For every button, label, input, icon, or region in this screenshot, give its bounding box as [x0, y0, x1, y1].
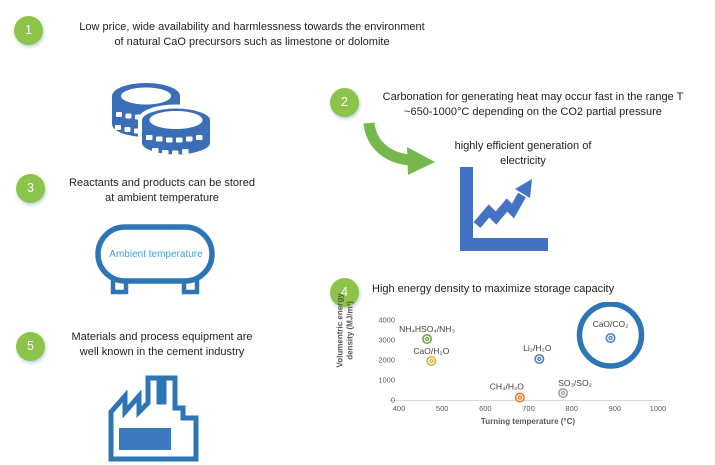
x-tick-label: 800 [565, 404, 578, 413]
step-4-badge: 4 [330, 278, 359, 307]
data-point-outer [514, 392, 525, 403]
step-5-text: Materials and process equipment are well… [50, 330, 274, 360]
step-3-number: 3 [27, 181, 34, 195]
data-point-inner [608, 335, 613, 341]
data-point-label: Li₂/H₂O [523, 343, 552, 353]
step-2-result-line-1: highly efficient generation of [454, 140, 592, 152]
coins-icon [112, 83, 214, 159]
x-tick-label: 400 [393, 404, 406, 413]
data-point-inner [424, 336, 430, 342]
tank-label: Ambient temperature [109, 249, 203, 260]
data-point-inner [560, 390, 566, 396]
storage-tank-icon: Ambient temperature [95, 224, 217, 298]
y-tick-label: 1000 [378, 376, 395, 385]
curved-arrow-icon [363, 122, 435, 175]
step-1-badge: 1 [14, 16, 43, 45]
step-3-badge: 3 [16, 174, 45, 203]
y-tick-label: 4000 [378, 316, 395, 325]
step-1-line-1: Low price, wide availability and harmles… [79, 21, 425, 33]
x-tick-label: 900 [609, 404, 622, 413]
data-point-outer [426, 355, 437, 367]
factory-icon [108, 375, 199, 462]
step-2-badge: 2 [330, 88, 359, 117]
step-2-line-2: ~650-1000°C depending on the CO2 partial… [404, 106, 662, 118]
step-1-text: Low price, wide availability and harmles… [57, 20, 447, 50]
step-5-badge: 5 [16, 332, 45, 361]
x-tick-label: 1000 [650, 404, 667, 413]
data-point-inner [429, 358, 434, 364]
highlight-ring [576, 302, 645, 369]
energy-density-scatter-chart: 400 500 600 700 800 900 1000 0 1000 2000 3000 4000 N… [330, 293, 715, 447]
data-point-label: NH₄HSO₄/NH₃ [399, 324, 455, 334]
step-2-result-text: highly efficient generation of electrici… [443, 139, 603, 169]
y-tick-label: 2000 [378, 356, 395, 365]
step-5-line-1: Materials and process equipment are [71, 331, 253, 343]
step-2-number: 2 [341, 95, 348, 109]
data-point-outer [605, 332, 616, 344]
chart-y-axis-title-line-2: density (MJ/m³) [346, 301, 355, 360]
step-2-text: Carbonation for generating heat may occu… [368, 90, 698, 120]
step-5-number: 5 [27, 339, 34, 353]
step-4-number: 4 [341, 285, 348, 299]
step-1-line-2: of natural CaO precursors such as limest… [114, 36, 390, 48]
step-3-text: Reactants and products can be stored at … [50, 176, 274, 206]
data-point-label: CaO/H₂O [413, 346, 449, 356]
step-1-number: 1 [25, 23, 32, 37]
scatter-plot-area: 400 500 600 700 800 900 1000 0 1000 2000 3000 4000 N… [378, 302, 667, 413]
step-2-result-line-2: electricity [500, 155, 546, 167]
x-tick-label: 500 [436, 404, 449, 413]
data-point-inner [537, 356, 542, 362]
y-tick-label: 3000 [378, 336, 395, 345]
x-tick-label: 600 [479, 404, 492, 413]
step-3-line-1: Reactants and products can be stored [69, 177, 255, 189]
storage-tank-shape [95, 224, 215, 295]
step-2-line-1: Carbonation for generating heat may occu… [382, 91, 684, 103]
y-tick-label: 0 [391, 396, 395, 405]
coin-stack-front [138, 104, 214, 159]
step-4-text: High energy density to maximize storage … [372, 283, 615, 295]
data-point-inner [517, 395, 523, 400]
step-3-line-2: at ambient temperature [105, 192, 219, 204]
chart-x-axis-title: Turning temperature (°C) [480, 417, 576, 426]
x-tick-label: 700 [522, 404, 535, 413]
chart-y-axis-title: Volumentric energy density (MJ/m³) [336, 288, 357, 372]
data-point-label: CH₄/H₂O [490, 382, 525, 392]
data-point-label: CaO/CO₂ [593, 319, 629, 329]
trend-chart-icon [460, 167, 548, 251]
data-point-outer [422, 333, 433, 345]
chart-y-axis-title-line-1: Volumentric energy [335, 293, 345, 368]
data-point-outer [534, 353, 545, 365]
step-5-line-2: well known in the cement industry [79, 346, 245, 358]
data-point-outer [557, 387, 569, 399]
data-point-label: SO₃/SO₂ [558, 378, 592, 388]
